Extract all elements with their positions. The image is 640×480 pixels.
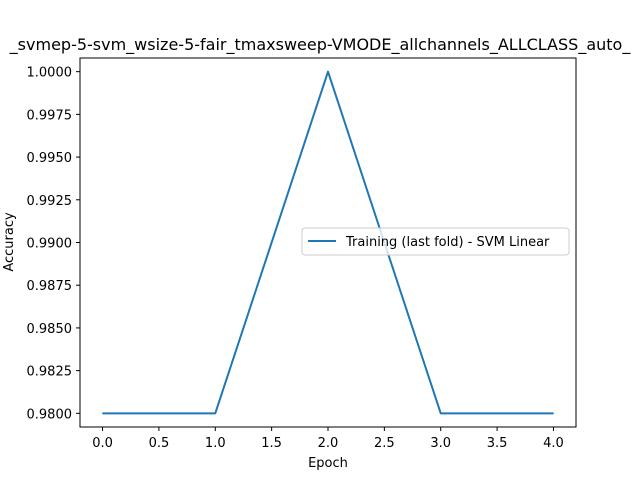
x-tick-label: 3.0 [430, 436, 451, 451]
legend: Training (last fold) - SVM Linear [301, 227, 570, 256]
x-axis-label: Epoch [308, 456, 348, 471]
x-tick-label: 1.5 [261, 436, 282, 451]
x-tick-label: 2.0 [318, 436, 339, 451]
legend-box [301, 227, 570, 256]
y-tick-label: 0.9975 [27, 108, 73, 123]
x-tick-label: 3.5 [487, 436, 508, 451]
x-tick-label: 0.0 [92, 436, 113, 451]
data-point [102, 412, 104, 414]
y-tick-label: 0.9875 [27, 279, 73, 294]
x-tick-label: 0.5 [149, 436, 170, 451]
series-layer [102, 70, 554, 415]
x-tick-label: 4.0 [543, 436, 564, 451]
data-point [327, 71, 329, 73]
legend-entry-label: Training (last fold) - SVM Linear [345, 235, 550, 250]
x-tick-label: 2.5 [374, 436, 395, 451]
y-tick-label: 0.9825 [27, 365, 73, 380]
y-tick-label: 0.9925 [27, 194, 73, 209]
chart-title: _svmep-5-svm_wsize-5-fair_tmaxsweep-VMOD… [9, 35, 632, 55]
data-point [214, 412, 216, 414]
y-axis-ticks: 0.9800 0.9825 0.9850 0.9875 0.9900 0.9925 0.99… [27, 66, 80, 422]
y-tick-label: 0.9950 [27, 151, 73, 166]
data-point [552, 412, 554, 414]
y-axis-label: Accuracy [2, 212, 17, 272]
y-tick-label: 0.9850 [27, 322, 73, 337]
y-tick-label: 0.9900 [27, 237, 73, 252]
x-tick-label: 1.0 [205, 436, 226, 451]
y-tick-label: 0.9800 [27, 407, 73, 422]
data-point [440, 412, 442, 414]
y-tick-label: 1.0000 [27, 66, 73, 81]
x-axis-ticks: 0.0 0.5 1.0 1.5 2.0 2.5 3.0 3.5 4.0 [92, 427, 564, 451]
